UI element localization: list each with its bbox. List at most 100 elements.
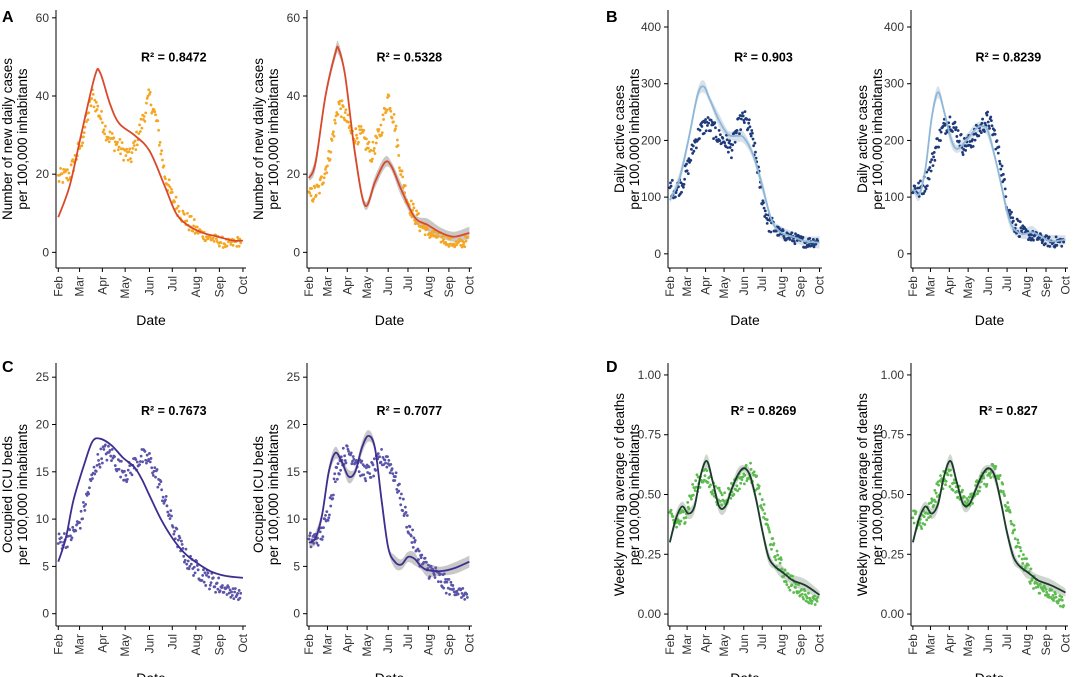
confidence-band bbox=[912, 86, 1066, 248]
data-point bbox=[419, 556, 423, 560]
data-point bbox=[201, 574, 205, 577]
data-point bbox=[759, 504, 763, 507]
x-tick-label: May bbox=[717, 276, 731, 299]
data-point bbox=[460, 596, 463, 599]
data-point bbox=[359, 125, 363, 128]
data-point bbox=[320, 526, 323, 530]
data-point bbox=[750, 131, 754, 135]
data-point bbox=[346, 113, 350, 117]
data-point bbox=[436, 234, 440, 238]
data-point bbox=[461, 586, 465, 590]
data-point bbox=[452, 587, 455, 591]
data-point bbox=[816, 595, 820, 599]
data-point bbox=[74, 529, 78, 533]
data-point bbox=[75, 523, 78, 527]
data-point bbox=[122, 158, 126, 162]
data-point bbox=[189, 214, 193, 218]
data-point bbox=[81, 500, 85, 504]
data-point bbox=[339, 455, 343, 459]
data-point bbox=[126, 468, 130, 472]
data-point bbox=[336, 462, 340, 466]
data-point bbox=[149, 103, 153, 107]
data-point bbox=[378, 455, 381, 459]
data-point bbox=[202, 568, 205, 572]
x-axis-title: Date bbox=[136, 670, 166, 677]
data-point bbox=[689, 158, 693, 162]
data-point bbox=[401, 497, 405, 501]
data-point bbox=[1054, 595, 1058, 599]
data-point bbox=[138, 123, 142, 127]
data-point bbox=[951, 130, 954, 133]
data-point bbox=[778, 561, 782, 565]
data-point bbox=[1019, 549, 1023, 553]
data-point bbox=[327, 516, 331, 520]
data-point bbox=[369, 148, 373, 152]
data-point bbox=[231, 243, 235, 247]
data-point bbox=[88, 486, 91, 490]
data-point bbox=[981, 117, 984, 121]
data-point bbox=[164, 498, 167, 502]
data-point bbox=[350, 462, 354, 466]
y-tick-label: 20 bbox=[287, 417, 301, 431]
data-point bbox=[351, 455, 355, 458]
data-point bbox=[116, 140, 119, 144]
subplot-c-left: 0 5 10 15 20 25 Feb Mar Apr May Jun Jul Aug Sep Oct Dat… bbox=[0, 363, 250, 677]
data-point bbox=[183, 212, 186, 216]
data-point bbox=[755, 474, 759, 478]
x-tick-label: May bbox=[360, 634, 374, 657]
data-point bbox=[794, 232, 797, 236]
data-point bbox=[959, 132, 963, 136]
data-point bbox=[335, 477, 339, 481]
y-tick-label: 200 bbox=[884, 133, 904, 147]
data-point bbox=[307, 537, 311, 541]
data-point bbox=[191, 229, 195, 233]
data-point bbox=[812, 245, 816, 249]
data-point bbox=[741, 111, 744, 115]
data-point bbox=[157, 482, 161, 486]
data-point bbox=[395, 488, 399, 491]
data-point bbox=[56, 542, 60, 545]
data-point bbox=[209, 581, 213, 585]
data-point bbox=[91, 92, 95, 96]
data-point bbox=[94, 100, 98, 104]
data-point bbox=[371, 463, 375, 467]
data-point bbox=[140, 126, 144, 130]
data-point bbox=[81, 141, 84, 145]
data-point bbox=[126, 158, 130, 162]
data-point bbox=[200, 578, 204, 582]
data-point bbox=[218, 589, 222, 593]
data-point bbox=[131, 146, 135, 150]
data-point bbox=[87, 111, 91, 115]
data-point bbox=[807, 601, 811, 605]
data-point bbox=[173, 537, 177, 541]
data-point bbox=[320, 175, 323, 179]
data-point bbox=[714, 135, 718, 139]
data-point bbox=[351, 459, 354, 463]
y-tick-label: 0.50 bbox=[638, 488, 662, 502]
data-point bbox=[71, 525, 75, 529]
data-point bbox=[144, 111, 148, 115]
data-point bbox=[150, 466, 154, 470]
data-point bbox=[107, 140, 111, 144]
data-point bbox=[686, 159, 690, 163]
data-point bbox=[113, 149, 116, 153]
data-point bbox=[101, 130, 105, 134]
data-point bbox=[989, 115, 993, 119]
data-point bbox=[669, 181, 672, 185]
data-point bbox=[962, 495, 966, 499]
data-point bbox=[673, 195, 677, 199]
data-point bbox=[161, 495, 165, 499]
data-point bbox=[760, 498, 764, 501]
y-tick-label: 25 bbox=[36, 370, 50, 384]
data-point bbox=[343, 454, 347, 458]
data-point bbox=[997, 477, 1001, 481]
data-point bbox=[1051, 593, 1055, 597]
data-point bbox=[108, 448, 112, 452]
data-point bbox=[741, 114, 745, 118]
data-point bbox=[744, 463, 748, 467]
data-point bbox=[728, 139, 731, 143]
data-point bbox=[750, 129, 754, 132]
data-point bbox=[745, 479, 749, 483]
data-point bbox=[764, 213, 768, 217]
y-tick-label: 10 bbox=[36, 512, 50, 526]
